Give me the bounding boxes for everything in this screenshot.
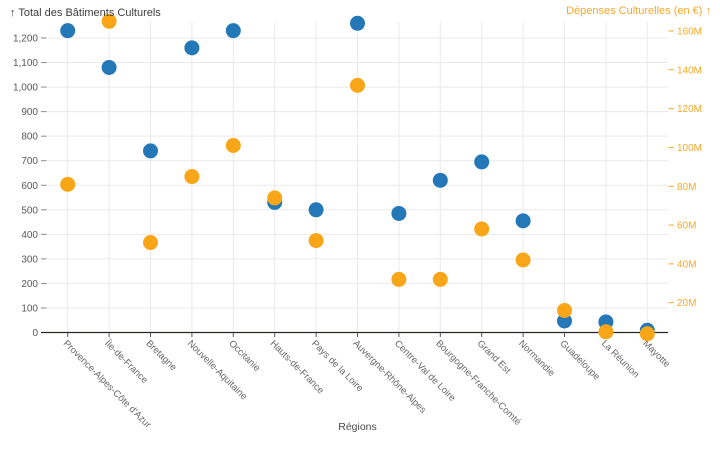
data-point-depenses[interactable] (350, 77, 365, 93)
left-axis-tick-label: 1,000 (13, 83, 38, 94)
data-point-batiments[interactable] (350, 15, 365, 31)
data-point-batiments[interactable] (184, 40, 200, 56)
category-label: Guadeloupe (558, 338, 602, 382)
right-axis-tick-label: 100M (677, 143, 702, 154)
category-label: Bretagne (144, 338, 179, 373)
left-axis-tick-label: 900 (21, 107, 38, 118)
data-point-depenses[interactable] (515, 252, 531, 268)
right-axis-tick-label: 40M (677, 259, 696, 270)
left-axis-tick-label: 1,200 (13, 34, 38, 45)
data-point-batiments[interactable] (60, 23, 76, 39)
left-axis-tick-label: 0 (32, 328, 38, 339)
data-point-batiments[interactable] (143, 143, 158, 159)
category-label: La Réunion (599, 338, 641, 380)
data-point-depenses[interactable] (60, 176, 76, 192)
right-axis-tick-label: 20M (677, 298, 696, 309)
left-axis-title: ↑ Total des Bâtiments Culturels (10, 7, 161, 19)
data-point-depenses[interactable] (598, 324, 614, 340)
data-point-batiments[interactable] (515, 213, 531, 229)
category-label: Bourgogne-Franche-Comté (433, 338, 523, 428)
data-point-batiments[interactable] (391, 205, 407, 221)
data-point-batiments[interactable] (225, 23, 241, 39)
data-point-depenses[interactable] (267, 190, 283, 206)
category-label: Provence-Alpes-Côte d'Azur (61, 338, 153, 430)
data-point-depenses[interactable] (101, 13, 117, 29)
right-axis-title: Dépenses Culturelles (en €) ↑ (566, 5, 711, 17)
left-axis-tick-label: 400 (21, 230, 38, 241)
data-point-batiments[interactable] (557, 313, 572, 329)
data-point-depenses[interactable] (474, 221, 490, 237)
left-axis-tick-label: 500 (21, 205, 38, 216)
left-axis-tick-label: 100 (21, 303, 38, 314)
data-point-batiments[interactable] (432, 172, 448, 188)
left-axis-tick-label: 700 (21, 156, 38, 167)
data-point-depenses[interactable] (391, 271, 407, 287)
left-axis-tick-label: 1,100 (13, 58, 38, 69)
category-label: Grand Est (475, 338, 513, 376)
data-point-batiments[interactable] (308, 202, 324, 218)
left-axis-tick-label: 800 (21, 132, 38, 143)
right-axis-tick-label: 80M (677, 182, 696, 193)
left-axis-tick-label: 200 (21, 279, 38, 290)
data-point-batiments[interactable] (101, 59, 117, 75)
left-axis-tick-label: 600 (21, 181, 38, 192)
data-point-depenses[interactable] (639, 326, 655, 342)
data-point-depenses[interactable] (308, 233, 324, 249)
data-point-depenses[interactable] (225, 138, 241, 154)
data-point-depenses[interactable] (184, 169, 200, 185)
category-label: Occitanie (226, 338, 262, 374)
x-axis-title: Régions (338, 421, 377, 433)
data-point-depenses[interactable] (143, 235, 158, 251)
left-axis-tick-label: 300 (21, 254, 38, 265)
data-point-depenses[interactable] (432, 271, 448, 287)
right-axis-tick-label: 120M (677, 104, 702, 115)
category-label: Mayotte (640, 338, 672, 370)
data-point-depenses[interactable] (557, 302, 572, 318)
right-axis-tick-label: 160M (677, 27, 702, 38)
right-axis-tick-label: 60M (677, 221, 696, 232)
right-axis-tick-label: 140M (677, 65, 702, 76)
category-label: Normandie (516, 338, 557, 379)
data-point-batiments[interactable] (474, 154, 490, 170)
category-label: Auvergne-Rhône-Alpes (351, 338, 429, 416)
